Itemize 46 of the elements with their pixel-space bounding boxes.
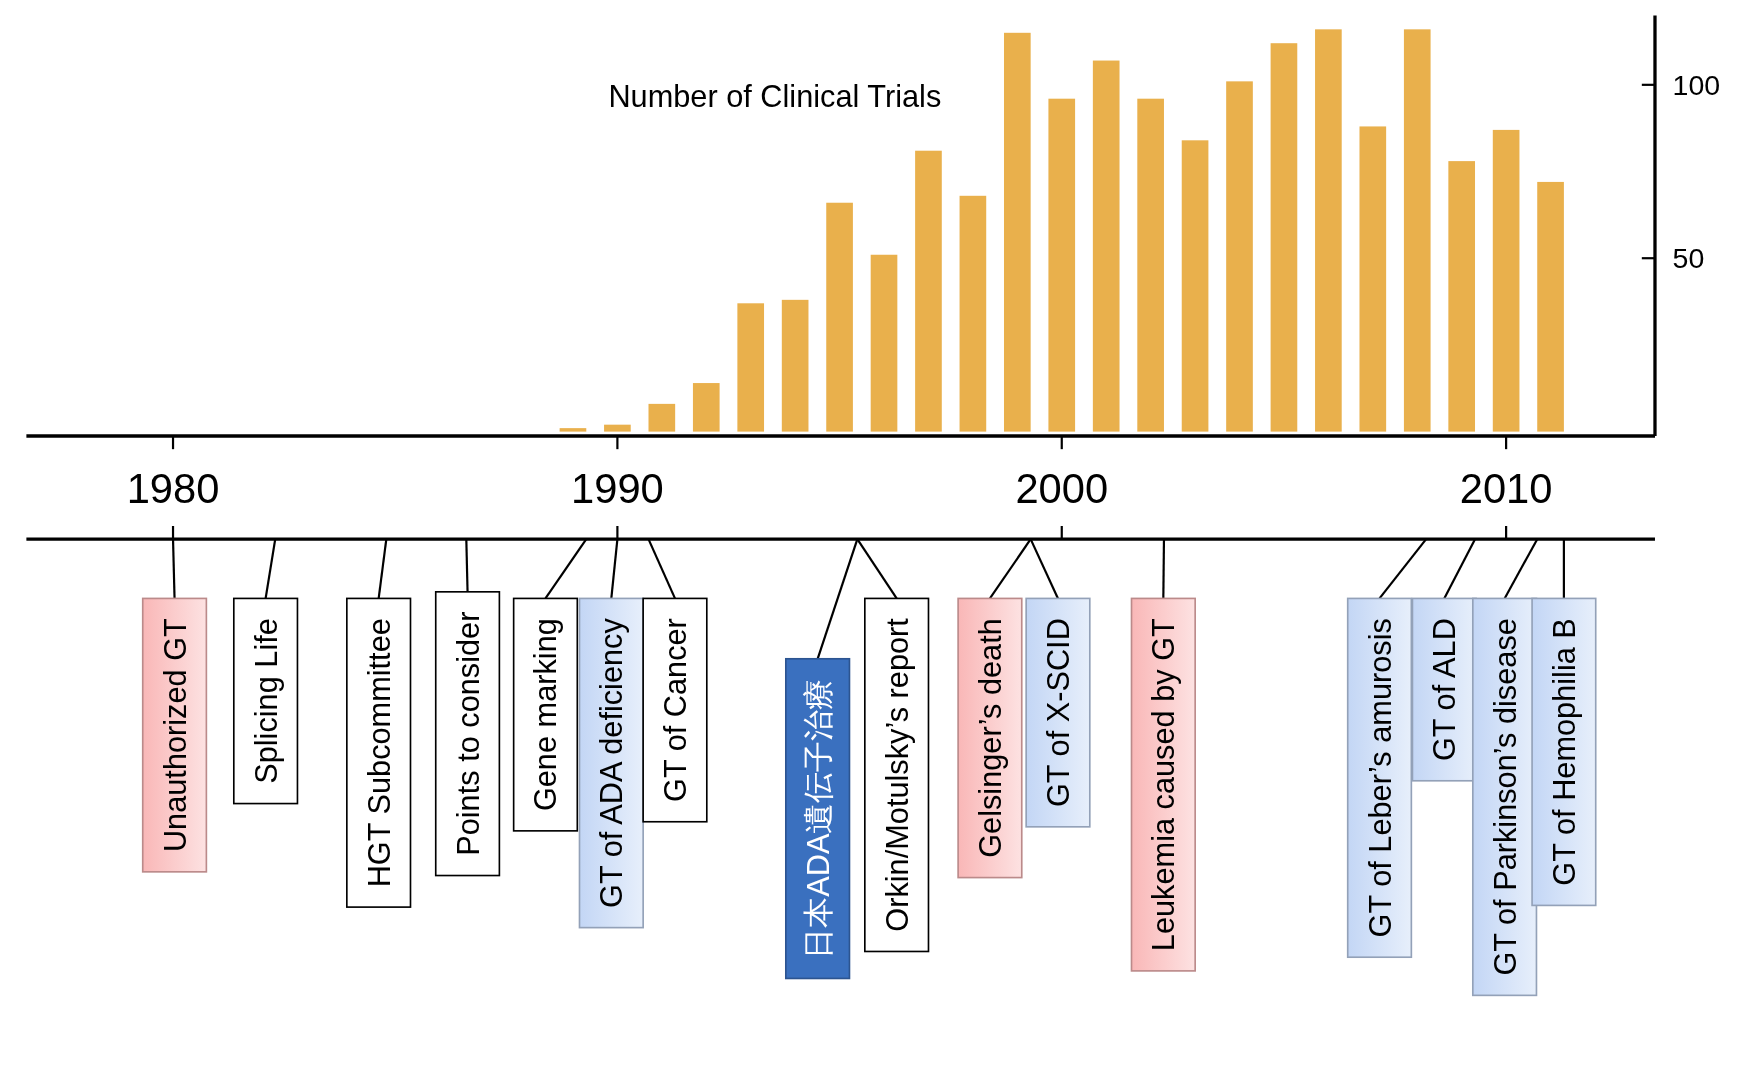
text: GT of Hemophilia B	[1546, 618, 1582, 886]
bar	[604, 424, 631, 432]
x-tick-label: 2000	[1015, 464, 1109, 512]
bar	[1003, 32, 1031, 432]
x-tick-label: 1980	[126, 464, 220, 512]
text: Leukemia caused by GT	[1146, 617, 1182, 952]
bar	[1403, 29, 1431, 432]
y-tick-label: 50	[1672, 242, 1705, 275]
bar	[1092, 60, 1120, 432]
bar	[959, 195, 987, 432]
bar	[1448, 161, 1476, 432]
bar	[1137, 98, 1164, 432]
text: Splicing Life	[248, 618, 284, 784]
text: Points to consider	[450, 611, 486, 856]
x-tick-label: 2010	[1459, 464, 1553, 512]
bar	[1359, 126, 1387, 432]
bar	[1048, 98, 1076, 432]
text: Gelsinger’s death	[972, 618, 1008, 858]
text: HGT Subcommittee	[361, 618, 397, 888]
text: Number of Clinical Trials	[608, 78, 942, 114]
text: GT of Cancer	[657, 618, 693, 802]
bar	[1537, 181, 1564, 432]
bar	[692, 383, 720, 432]
bar	[1315, 29, 1342, 432]
bar	[648, 403, 676, 432]
bar	[737, 303, 765, 432]
text: GT of X-SCID	[1040, 618, 1076, 808]
text: GT of ADA deficiency	[594, 617, 630, 908]
bar	[559, 428, 587, 432]
bar	[1270, 43, 1298, 432]
text: Unauthorized GT	[157, 617, 193, 853]
bar	[1492, 129, 1520, 432]
x-tick-label: 1990	[571, 464, 664, 512]
bar	[1181, 140, 1209, 432]
y-tick-label: 100	[1672, 68, 1721, 101]
text: 日本ADA遺伝子治療	[800, 678, 836, 959]
text: Gene marking	[528, 618, 564, 812]
bar	[870, 254, 898, 432]
text: Orkin/Motulsky’s report	[879, 617, 915, 932]
bar	[781, 299, 809, 432]
text: GT of Leber’s amurosis	[1362, 618, 1398, 938]
text: GT of Parkinson’s disease	[1487, 618, 1523, 976]
text: GT of ALD	[1427, 618, 1463, 762]
bar	[915, 150, 942, 432]
bar	[1226, 81, 1253, 432]
bar	[826, 202, 853, 432]
